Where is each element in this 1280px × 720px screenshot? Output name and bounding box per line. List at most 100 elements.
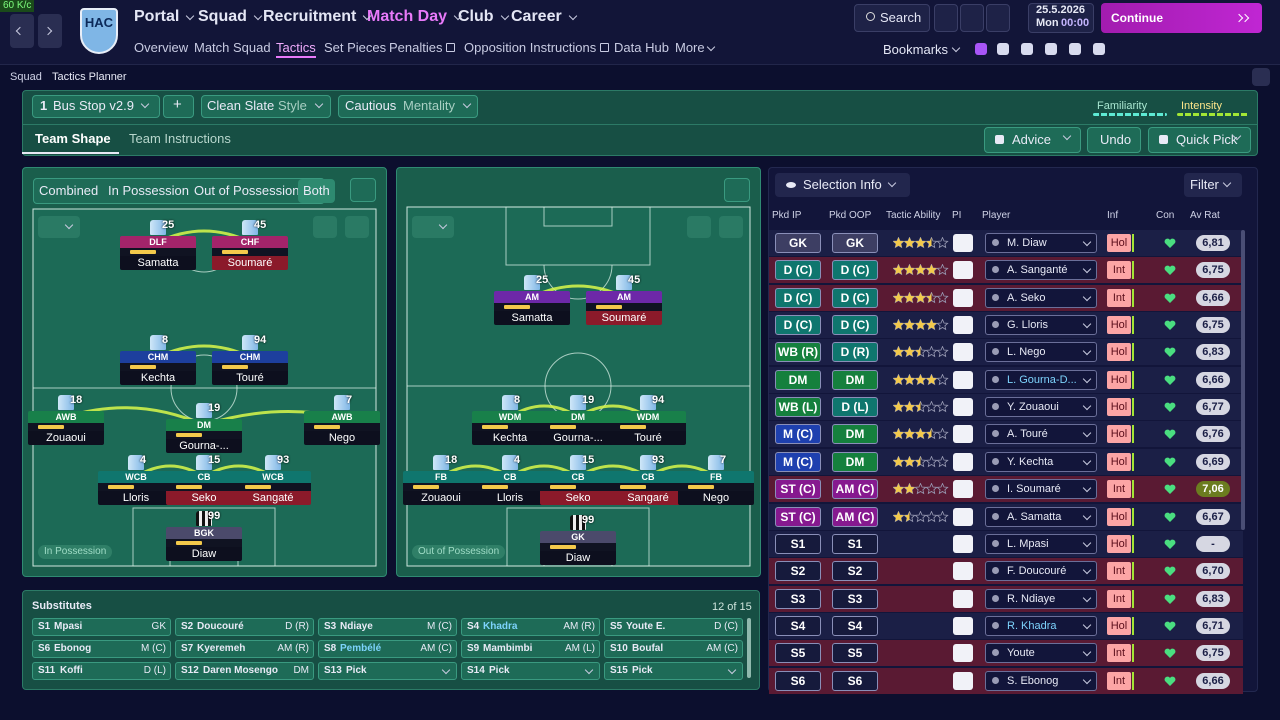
subnav-item[interactable]: Penalties [389,40,443,55]
search-button[interactable] [854,4,930,32]
substitute-slot[interactable] [175,640,314,658]
nav-item[interactable]: Match Day [367,8,448,25]
action-label[interactable]: Undo [1100,132,1132,147]
substitute-slot[interactable] [604,662,743,680]
action-label[interactable]: Advice [1012,132,1052,147]
selection-info-button[interactable] [775,173,910,197]
pi-button[interactable] [953,616,973,635]
substitute-slot[interactable] [604,618,743,636]
substitute-slot[interactable] [32,640,171,658]
pitch-tool-button[interactable] [350,178,376,202]
substitute-slot[interactable] [461,662,600,680]
pitch-tool-button[interactable] [313,216,337,238]
view-option[interactable]: Out of Possession [194,183,300,198]
continue-button[interactable] [1101,3,1262,33]
pi-button[interactable] [953,671,973,690]
style-select[interactable] [201,95,331,118]
subnav-item[interactable]: Tactics [276,40,316,58]
player-select[interactable] [985,451,1097,472]
pi-button[interactable] [953,288,973,307]
nav-item[interactable]: Club [458,8,494,25]
pi-button[interactable] [953,370,973,389]
action-button[interactable] [1087,127,1141,153]
player-select[interactable] [985,588,1097,609]
pitch-tool-button[interactable] [724,178,750,202]
toolbar-icon-button[interactable] [934,4,958,32]
substitute-slot[interactable] [32,662,171,680]
pi-button[interactable] [953,534,973,553]
player-select[interactable] [985,506,1097,527]
substitute-slot[interactable] [461,618,600,636]
player-select[interactable] [985,561,1097,582]
substitute-slot[interactable] [175,618,314,636]
player-select[interactable] [985,670,1097,691]
substitute-slot[interactable] [175,662,314,680]
selection-title[interactable]: Selection Info [803,177,882,192]
player-select[interactable] [985,643,1097,664]
subnav-item[interactable]: Data Hub [614,40,669,55]
back-button[interactable] [10,14,34,48]
player-select[interactable] [985,315,1097,336]
pi-button[interactable] [953,589,973,608]
player-select[interactable] [985,369,1097,390]
pi-button[interactable] [953,234,973,252]
add-tactic-button[interactable] [163,95,194,118]
tactic-select[interactable] [32,95,160,118]
substitute-slot[interactable] [32,618,171,636]
mentality-select[interactable] [338,95,478,118]
player-select[interactable] [985,479,1097,500]
pi-button[interactable] [953,507,973,526]
tab-active[interactable]: Team Shape [35,131,111,146]
substitute-slot[interactable] [318,618,457,636]
subnav-item[interactable]: Overview [134,40,189,55]
player-select[interactable] [985,615,1097,636]
player-select[interactable] [985,533,1097,554]
pi-button[interactable] [953,644,973,663]
pi-button[interactable] [953,343,973,362]
pi-button[interactable] [953,452,973,471]
subnav-item[interactable]: Set Pieces [324,40,387,55]
role-stars [212,248,288,256]
pitch-tool-button[interactable] [687,216,711,238]
view-option[interactable]: In Possession [108,183,189,198]
view-option[interactable]: Both [303,183,330,198]
player-select[interactable] [985,424,1097,445]
bookmarks[interactable]: Bookmarks [883,42,949,57]
subnav-item[interactable]: Opposition Instructions [464,40,597,55]
pitch-tool-button[interactable] [719,216,743,238]
substitute-slot[interactable] [318,640,457,658]
pi-button[interactable] [953,398,973,417]
filter-button[interactable] [1184,173,1242,197]
forward-button[interactable] [38,14,62,48]
player-select[interactable] [985,287,1097,308]
pi-button[interactable] [953,425,973,444]
pi-button[interactable] [953,316,973,335]
pi-button[interactable] [953,261,973,280]
player-select[interactable] [985,397,1097,418]
toolbar-icon-button[interactable] [986,4,1010,32]
tab[interactable]: Team Instructions [129,131,231,146]
toolbar-icon-button[interactable] [960,4,984,32]
player-select[interactable] [985,260,1097,281]
pitch-tool-button[interactable] [345,216,369,238]
visibility-select[interactable] [38,216,80,238]
action-label[interactable]: Quick Pick [1176,132,1238,147]
nav-item[interactable]: Squad [198,8,247,25]
substitute-slot[interactable] [461,640,600,658]
nav-item[interactable]: Recruitment [263,8,357,25]
subnav-item[interactable]: More [675,40,705,55]
subnav-item[interactable]: Match Squad [194,40,271,55]
player-select[interactable] [985,233,1097,253]
heart [1164,293,1176,303]
view-option[interactable]: Combined [39,183,99,198]
substitute-slot[interactable] [604,640,743,658]
player-select[interactable] [985,342,1097,363]
visibility-select[interactable] [412,216,454,238]
substitute-slot[interactable] [318,662,457,680]
pi-button[interactable] [953,562,973,581]
nav-item[interactable]: Career [511,8,562,25]
nav-item[interactable]: Portal [134,8,180,25]
filter-label[interactable]: Filter [1190,177,1219,192]
pi-button[interactable] [953,480,973,499]
close-button[interactable] [1252,68,1270,86]
